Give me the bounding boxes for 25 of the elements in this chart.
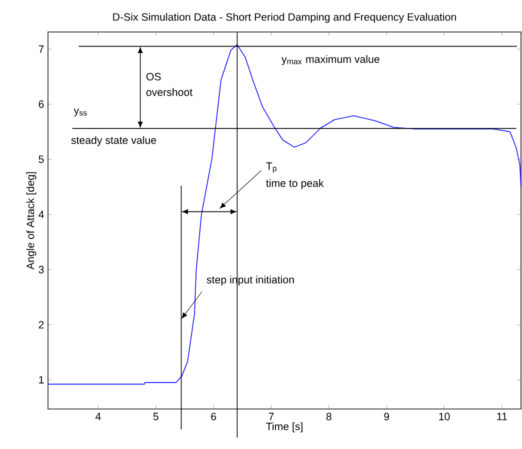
x-tick-label: 5 <box>153 412 158 420</box>
annotation: OS <box>146 72 161 80</box>
annotation: time to peak <box>266 179 324 190</box>
annotation: steady state value <box>71 136 156 146</box>
x-tick-label: 9 <box>384 412 390 420</box>
x-tick-label: 6 <box>211 412 216 420</box>
y-tick-label: 5 <box>38 156 44 164</box>
y-tick-label: 3 <box>38 266 44 274</box>
annotation: y$_{ss}$ <box>74 108 87 116</box>
y-axis-title: Angle of Attack [deg] <box>26 172 36 270</box>
x-axis-title: Time [s] <box>266 422 302 432</box>
annotation: T$_{p}$ <box>266 162 276 173</box>
y-tick-label: 1 <box>39 376 44 384</box>
annotation: overshoot <box>146 88 193 96</box>
y-tick-label: 4 <box>38 210 44 218</box>
annotation: y$_{max}$ maximum value <box>282 55 380 66</box>
x-tick-label: 10 <box>439 412 450 420</box>
x-tick-label: 4 <box>95 412 101 420</box>
x-tick-label: 7 <box>268 412 274 420</box>
chart-title: D-Six Simulation Data - Short Period Damping and Frequency Evaluation <box>113 12 456 23</box>
x-tick-label: 8 <box>326 412 332 420</box>
y-tick-label: 7 <box>38 45 44 53</box>
y-tick-label: 6 <box>38 100 44 108</box>
x-tick-label: 11 <box>497 412 507 420</box>
y-tick-label: 2 <box>38 320 44 328</box>
